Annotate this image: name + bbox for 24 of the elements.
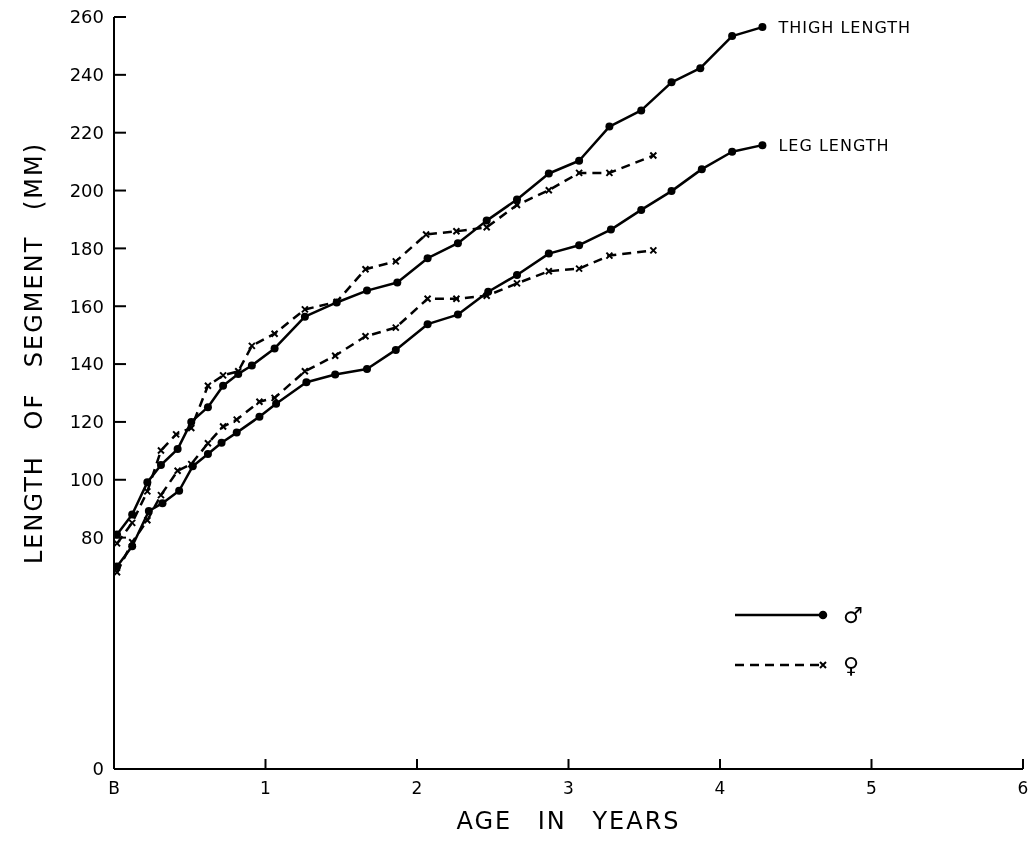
x-tick-label: 6: [1017, 778, 1029, 798]
x-axis-title: AGE IN YEARS: [456, 807, 681, 835]
annotation: THIGH LENGTH: [777, 17, 912, 37]
y-tick-label: 160: [69, 295, 104, 317]
x-tick-label: 2: [411, 778, 423, 798]
x-tick-label: 3: [563, 778, 574, 798]
x-tick-label: 5: [866, 778, 877, 798]
x-tick-label: 4: [714, 778, 726, 798]
y-tick-label: 260: [69, 6, 104, 28]
y-tick-label: 80: [81, 526, 104, 548]
legend-label: ♀: [843, 652, 860, 678]
y-tick-label: 140: [69, 353, 104, 375]
legend-label: ♂: [843, 602, 863, 628]
y-tick-label: 100: [69, 469, 104, 491]
y-tick-label: 240: [69, 64, 104, 86]
x-tick-label: 1: [260, 778, 271, 798]
y-tick-label: 120: [69, 411, 104, 433]
x-tick-label: B: [108, 778, 120, 798]
y-tick-label: 180: [69, 237, 104, 259]
y-tick-label: 0: [92, 758, 104, 780]
annotation: LEG LENGTH: [778, 135, 890, 155]
y-tick-label: 220: [69, 121, 104, 143]
y-axis-title: LENGTH OF SEGMENT (MM): [20, 141, 48, 565]
y-tick-label: 200: [69, 179, 104, 201]
